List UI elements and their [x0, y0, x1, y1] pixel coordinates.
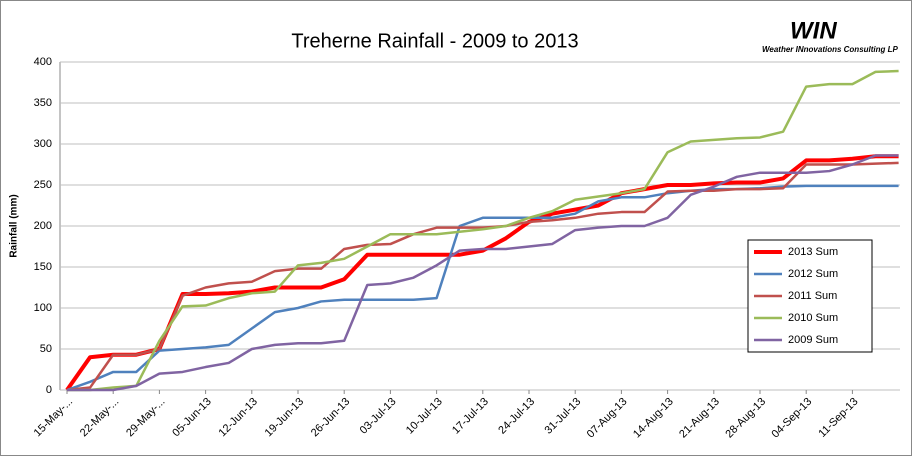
series-line [67, 69, 899, 392]
legend-label: 2009 Sum [788, 334, 838, 346]
y-tick-label: 400 [34, 56, 52, 68]
y-tick-label: 100 [34, 302, 52, 314]
y-tick-label: 150 [34, 261, 52, 273]
y-tick-label: 200 [34, 220, 52, 232]
y-tick-label: 250 [34, 179, 52, 191]
logo-subtitle: Weather INnovations Consulting LP [762, 45, 899, 54]
y-axis-label: Rainfall (mm) [9, 194, 20, 257]
series-line [67, 154, 899, 392]
legend-label: 2011 Sum [788, 290, 837, 302]
series-line [65, 154, 899, 392]
legend-label: 2010 Sum [788, 312, 838, 324]
series-line [66, 161, 899, 392]
y-tick-label: 0 [46, 384, 52, 396]
logo-title: WIN [790, 17, 837, 44]
chart-title: Treherne Rainfall - 2009 to 2013 [291, 30, 578, 52]
y-tick-label: 300 [34, 138, 52, 150]
y-tick-label: 350 [34, 97, 52, 109]
legend-label: 2012 Sum [788, 268, 838, 280]
y-tick-label: 50 [40, 343, 52, 355]
legend-label: 2013 Sum [788, 246, 838, 258]
